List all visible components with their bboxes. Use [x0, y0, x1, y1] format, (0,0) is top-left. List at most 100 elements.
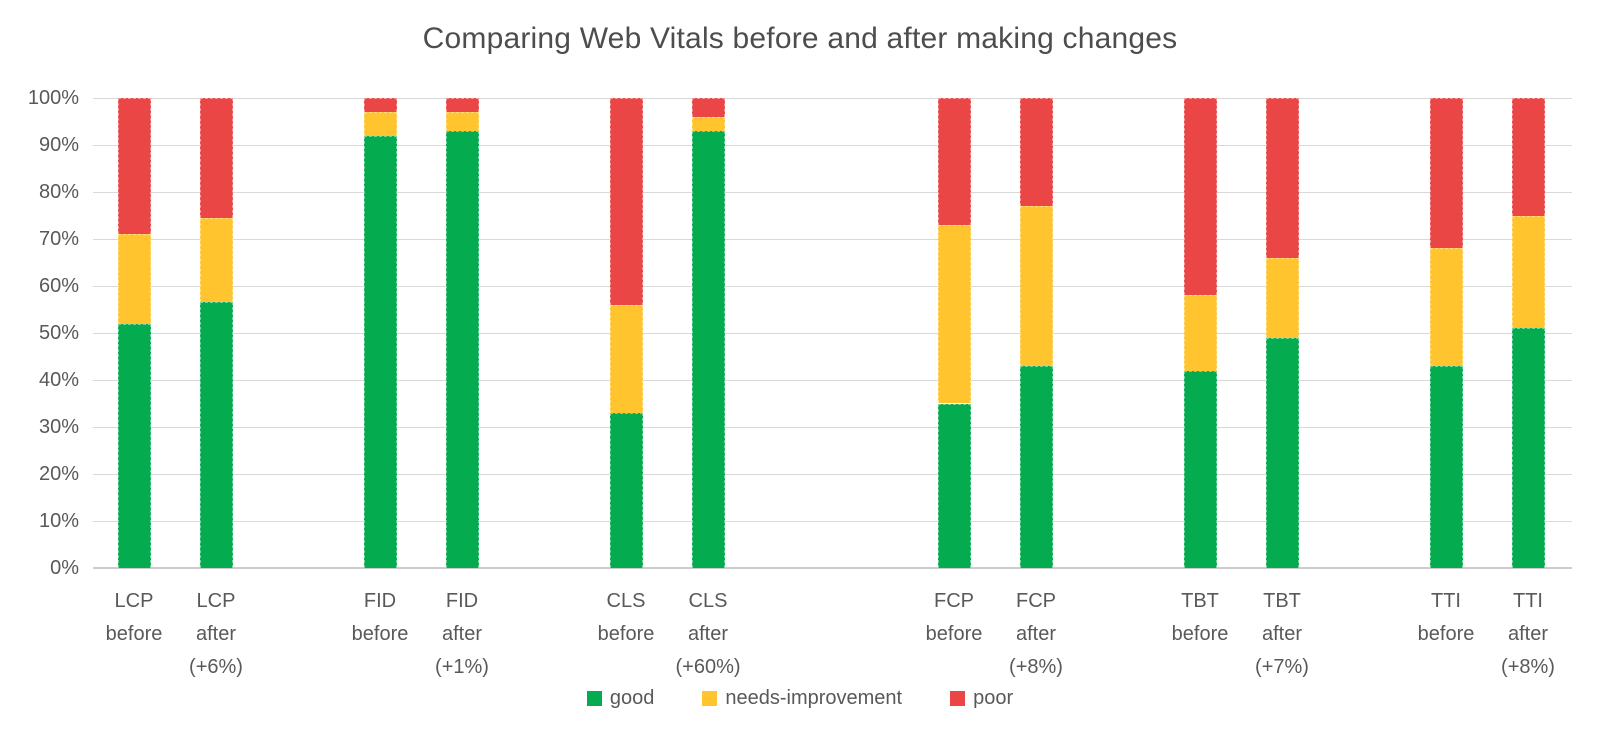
- x-axis-label-line: (+1%): [435, 656, 489, 678]
- legend: good needs-improvement poor: [0, 688, 1600, 708]
- y-tick-label: 40%: [38, 369, 79, 391]
- x-axis-label-line: after: [1507, 623, 1549, 645]
- x-axis-label-line: TTI: [1431, 590, 1461, 612]
- x-axis-label-tti-after-8-: TTI after (+8%): [1453, 585, 1600, 684]
- x-axis-label-line: (+8%): [1009, 656, 1063, 678]
- x-axis-label-line: before: [351, 623, 409, 645]
- x-axis-label-line: before: [925, 623, 983, 645]
- legend-swatch-needs-improvement: [702, 690, 718, 706]
- bar-segment-needs-improvement-tbt-before: [1183, 295, 1217, 371]
- bar-segment-good-fcp-after-8-: [1019, 365, 1053, 568]
- gridline: [93, 98, 1572, 99]
- x-axis-label-line: before: [105, 623, 163, 645]
- x-axis-label-tti-before: TTI before: [1371, 585, 1521, 651]
- y-tick-label: 10%: [38, 510, 79, 532]
- bar-segment-needs-improvement-lcp-after-6-: [199, 217, 233, 303]
- legend-item-poor: poor: [950, 688, 1013, 708]
- x-axis-label-line: TBT: [1263, 590, 1301, 612]
- x-axis-label-line: CLS: [606, 590, 646, 612]
- bar-segment-good-tbt-before: [1183, 370, 1217, 568]
- gridline: [93, 239, 1572, 240]
- x-axis-label-fcp-before: FCP before: [879, 585, 1029, 651]
- bar-segment-poor-lcp-after-6-: [199, 98, 233, 218]
- x-axis-label-line: FCP: [1016, 590, 1056, 612]
- bar-segment-needs-improvement-tti-before: [1429, 248, 1463, 366]
- x-axis-label-line: (+8%): [1501, 656, 1555, 678]
- bar-segment-poor-lcp-before: [117, 98, 151, 235]
- x-axis-label-line: FID: [363, 590, 397, 612]
- bar-segment-good-cls-after-60-: [691, 130, 725, 568]
- bar-segment-poor-fid-after-1-: [445, 98, 479, 113]
- bar-segment-poor-fid-before: [363, 98, 397, 113]
- bar-segment-needs-improvement-cls-before: [609, 304, 643, 413]
- x-axis-label-tbt-after-7-: TBT after (+7%): [1207, 585, 1357, 684]
- bar-segment-good-lcp-before: [117, 323, 151, 568]
- bar-segment-poor-cls-after-60-: [691, 98, 725, 117]
- bar-segment-poor-fcp-after-8-: [1019, 98, 1053, 207]
- y-tick-label: 100%: [27, 87, 79, 109]
- bar-segment-good-fid-after-1-: [445, 130, 479, 568]
- x-axis-label-line: before: [597, 623, 655, 645]
- x-axis-label-fid-after-1-: FID after (+1%): [387, 585, 537, 684]
- x-axis-label-line: LCP: [196, 590, 236, 612]
- y-tick-label: 30%: [38, 416, 79, 438]
- x-axis-label-line: TBT: [1181, 590, 1219, 612]
- x-axis-label-line: LCP: [114, 590, 154, 612]
- x-axis-label-fcp-after-8-: FCP after (+8%): [961, 585, 1111, 684]
- x-axis-label-line: after: [195, 623, 237, 645]
- y-tick-label: 0%: [50, 557, 79, 579]
- bar-segment-poor-cls-before: [609, 98, 643, 305]
- bar-segment-needs-improvement-lcp-before: [117, 234, 151, 324]
- x-axis-label-lcp-after-6-: LCP after (+6%): [141, 585, 291, 684]
- y-tick-label: 20%: [38, 463, 79, 485]
- legend-label-good: good: [609, 687, 655, 709]
- gridline: [93, 427, 1572, 428]
- gridline: [93, 521, 1572, 522]
- bar-segment-poor-tbt-before: [1183, 98, 1217, 296]
- bar-segment-poor-fcp-before: [937, 98, 971, 225]
- x-axis-label-line: after: [1261, 623, 1303, 645]
- x-axis-label-line: CLS: [688, 590, 728, 612]
- x-axis-label-line: before: [1171, 623, 1229, 645]
- legend-item-good: good: [586, 687, 655, 709]
- gridline: [93, 333, 1572, 334]
- x-axis-label-cls-after-60-: CLS after (+60%): [633, 585, 783, 684]
- legend-label-needs-improvement: needs-improvement: [725, 687, 903, 709]
- x-axis-label-lcp-before: LCP before: [59, 585, 209, 651]
- bar-segment-good-lcp-after-6-: [199, 302, 233, 568]
- bar-segment-needs-improvement-tbt-after-7-: [1265, 257, 1299, 338]
- bar-segment-good-tti-after-8-: [1511, 328, 1545, 568]
- x-axis-label-line: before: [1417, 623, 1475, 645]
- x-axis-label-line: after: [441, 623, 483, 645]
- x-axis-label-line: (+7%): [1255, 656, 1309, 678]
- x-axis-label-fid-before: FID before: [305, 585, 455, 651]
- bar-segment-good-fcp-before: [937, 403, 971, 568]
- x-axis-label-tbt-before: TBT before: [1125, 585, 1275, 651]
- bar-segment-needs-improvement-fcp-before: [937, 224, 971, 404]
- y-tick-label: 80%: [38, 181, 79, 203]
- x-axis-label-line: FID: [445, 590, 479, 612]
- legend-swatch-poor: [950, 690, 966, 706]
- gridline: [93, 192, 1572, 193]
- x-axis-label-line: (+60%): [675, 656, 741, 678]
- bar-segment-needs-improvement-fcp-after-8-: [1019, 206, 1053, 366]
- x-axis-label-cls-before: CLS before: [551, 585, 701, 651]
- bar-segment-good-cls-before: [609, 412, 643, 568]
- x-axis-label-line: after: [687, 623, 729, 645]
- legend-item-needs-improvement: needs-improvement: [702, 688, 902, 708]
- gridline: [93, 474, 1572, 475]
- legend-swatch-good: [586, 690, 602, 706]
- chart-title: Comparing Web Vitals before and after ma…: [422, 22, 1178, 55]
- x-axis-label-line: TTI: [1513, 590, 1543, 612]
- bar-segment-good-fid-before: [363, 135, 397, 568]
- gridline: [93, 145, 1572, 146]
- x-axis-label-line: FCP: [934, 590, 974, 612]
- bar-segment-needs-improvement-tti-after-8-: [1511, 215, 1545, 329]
- bar-segment-needs-improvement-cls-after-60-: [691, 116, 725, 131]
- y-tick-label: 60%: [38, 275, 79, 297]
- legend-label-poor: poor: [973, 687, 1014, 709]
- bar-segment-good-tbt-after-7-: [1265, 337, 1299, 568]
- bar-segment-needs-improvement-fid-after-1-: [445, 112, 479, 131]
- bar-segment-needs-improvement-fid-before: [363, 112, 397, 136]
- y-tick-label: 50%: [38, 322, 79, 344]
